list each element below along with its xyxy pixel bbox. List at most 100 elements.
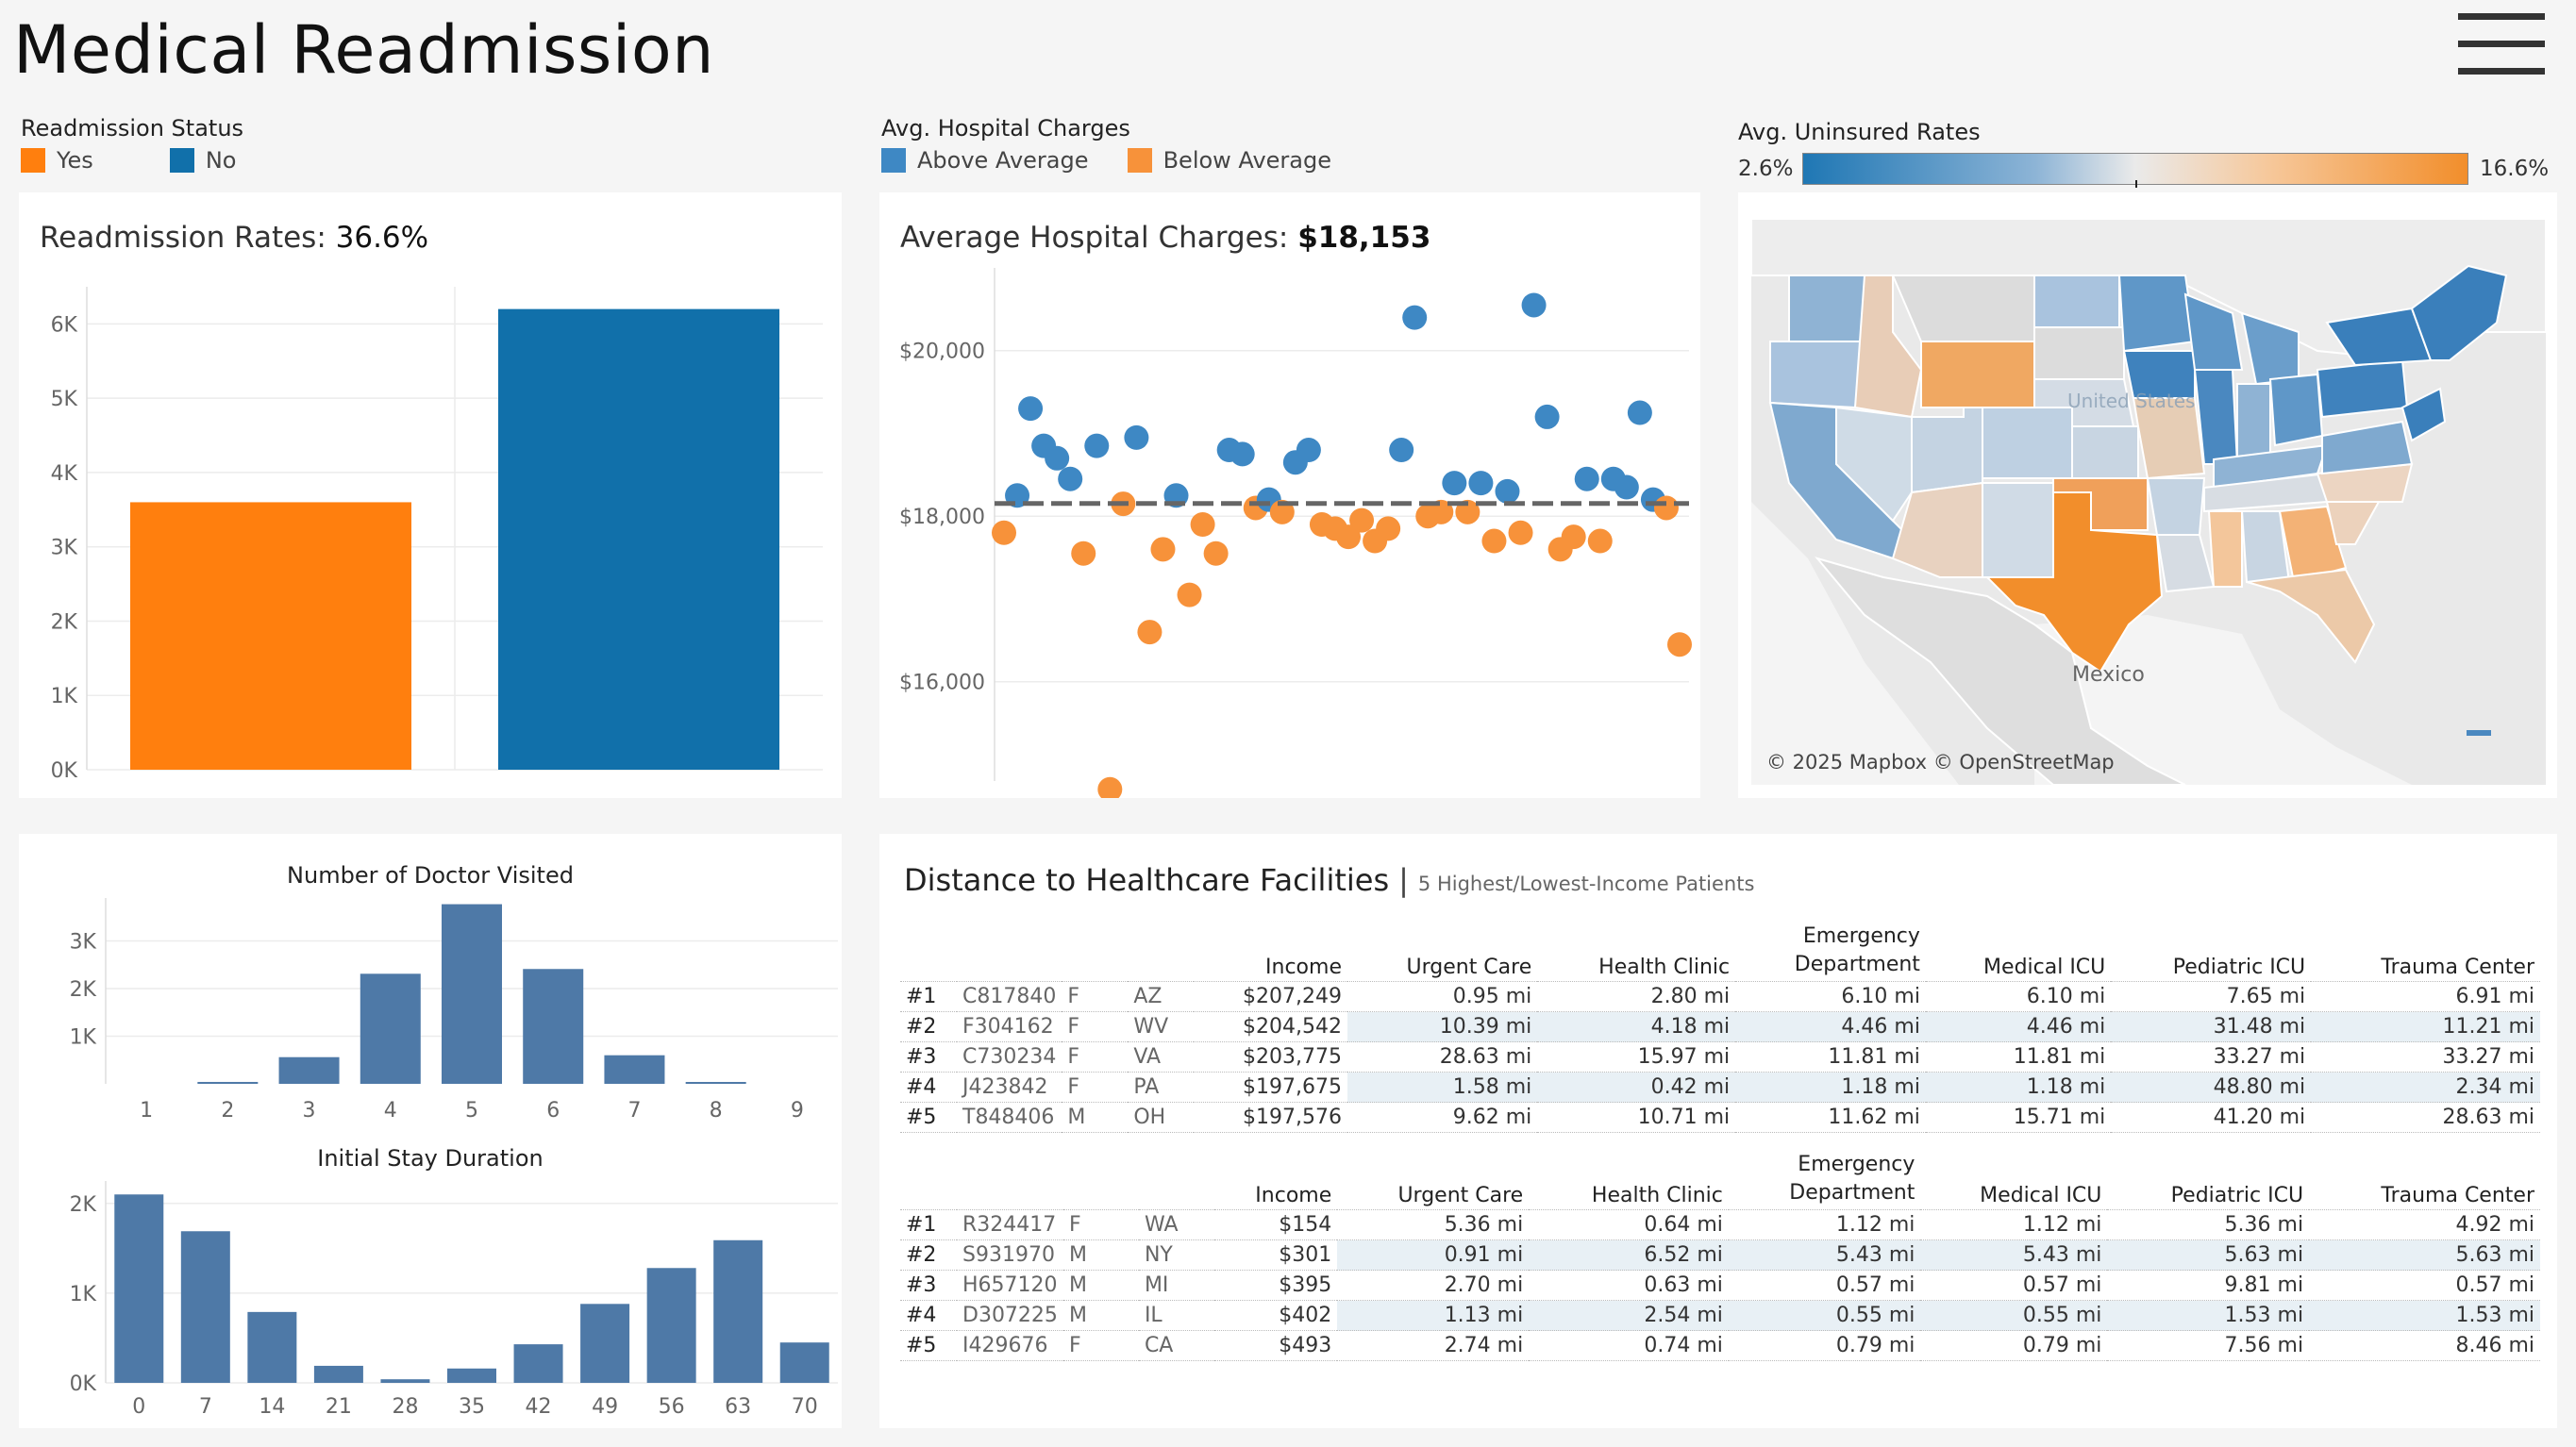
table-row[interactable]: #3 H657120 M MI $395 2.70 mi 0.63 mi 0.57 mi 0.5…	[900, 1270, 2540, 1301]
bar-yes[interactable]	[130, 502, 411, 770]
bar[interactable]	[278, 1056, 340, 1084]
table-row[interactable]: #4 J423842 F PA $197,675 1.58 mi 0.42 mi 1.18 m…	[900, 1072, 2540, 1103]
bar[interactable]	[646, 1268, 696, 1383]
legend-item-no[interactable]: No	[169, 147, 236, 174]
scatter-point[interactable]	[1627, 400, 1652, 425]
bar[interactable]	[685, 1082, 746, 1084]
scatter-point[interactable]	[1614, 474, 1639, 500]
col-emergency-department[interactable]: Emergency Department	[1789, 1153, 1915, 1205]
table-row[interactable]: #2 S931970 M NY $301 0.91 mi 6.52 mi 5.43 mi 5.4…	[900, 1239, 2540, 1271]
table-row[interactable]: #5 I429676 F CA $493 2.74 mi 0.74 mi 0.79 mi 0.7…	[900, 1330, 2540, 1361]
scatter-point[interactable]	[1574, 466, 1599, 491]
col-income[interactable]: Income	[1265, 956, 1342, 979]
scatter-point[interactable]	[1058, 466, 1083, 491]
scatter-point[interactable]	[992, 520, 1016, 545]
col-trauma-center[interactable]: Trauma Center	[2381, 1184, 2534, 1207]
x-tick-label: 6	[546, 1099, 560, 1123]
scatter-point[interactable]	[1190, 512, 1215, 537]
scatter-point[interactable]	[1402, 305, 1428, 330]
bar[interactable]	[779, 1342, 829, 1383]
col-urgent-care[interactable]: Urgent Care	[1397, 1184, 1524, 1207]
bar[interactable]	[313, 1365, 363, 1383]
hamburger-menu-icon[interactable]	[2458, 13, 2545, 77]
bar[interactable]	[513, 1344, 563, 1383]
scatter-point[interactable]	[1124, 424, 1149, 450]
col-medical-icu[interactable]: Medical ICU	[1983, 956, 2106, 979]
scatter-point[interactable]	[1534, 404, 1560, 429]
scatter-point[interactable]	[1269, 499, 1295, 524]
scatter-point[interactable]	[1150, 537, 1176, 562]
col-urgent-care[interactable]: Urgent Care	[1406, 956, 1532, 979]
bar[interactable]	[713, 1239, 763, 1383]
bar[interactable]	[247, 1311, 297, 1383]
scatter-point[interactable]	[1429, 499, 1454, 524]
scatter-point[interactable]	[1349, 507, 1375, 533]
col-health-clinic[interactable]: Health Clinic	[1598, 956, 1731, 979]
legend-item-above-average[interactable]: Above Average	[881, 147, 1089, 174]
scatter-point[interactable]	[1468, 471, 1494, 496]
scatter-point[interactable]	[1071, 541, 1096, 566]
col-medical-icu[interactable]: Medical ICU	[1980, 1184, 2102, 1207]
legend-label-below: Below Average	[1163, 147, 1331, 174]
scatter-point[interactable]	[1177, 582, 1202, 607]
table-row[interactable]: #3 C730234 F VA $203,775 28.63 mi 15.97 mi 11.8…	[900, 1041, 2540, 1073]
scatter-point[interactable]	[1336, 524, 1362, 550]
scatter-point[interactable]	[1587, 528, 1613, 554]
scatter-point[interactable]	[1045, 445, 1070, 471]
bar[interactable]	[442, 904, 502, 1084]
col-income[interactable]: Income	[1255, 1184, 1332, 1207]
legend-item-below-average[interactable]: Below Average	[1127, 147, 1331, 174]
col-pediatric-icu[interactable]: Pediatric ICU	[2172, 956, 2306, 979]
x-tick-label: 42	[526, 1395, 552, 1419]
patient-id-cell: D307225	[957, 1300, 1063, 1331]
bar-no[interactable]	[498, 308, 779, 770]
col-emergency-department[interactable]: Emergency Department	[1794, 924, 1920, 976]
table-row[interactable]: #4 D307225 M IL $402 1.13 mi 2.54 mi 0.55 mi 0.5…	[900, 1300, 2540, 1331]
scatter-point[interactable]	[1229, 441, 1255, 467]
map-attribution[interactable]: © 2025 Mapbox © OpenStreetMap	[1766, 751, 2115, 773]
scatter-point[interactable]	[1376, 516, 1401, 541]
scatter-point[interactable]	[1442, 471, 1467, 496]
scatter-point[interactable]	[1455, 499, 1480, 524]
scatter-point[interactable]	[1667, 632, 1692, 657]
bar[interactable]	[380, 1379, 430, 1383]
col-health-clinic[interactable]: Health Clinic	[1591, 1184, 1723, 1207]
us-choropleth-map[interactable]: Mexico United States	[1751, 219, 2546, 785]
scatter-point[interactable]	[1389, 438, 1414, 463]
scatter-point[interactable]	[1561, 524, 1586, 550]
legend-item-yes[interactable]: Yes	[21, 147, 93, 174]
scatter-point[interactable]	[1653, 495, 1679, 521]
x-tick-label: 63	[725, 1395, 751, 1419]
col-trauma-center[interactable]: Trauma Center	[2381, 956, 2534, 979]
trauma-center-cell: 4.92 mi	[2309, 1209, 2540, 1240]
scatter-point[interactable]	[1521, 292, 1547, 318]
bar[interactable]	[604, 1055, 665, 1084]
sex-cell: F	[1062, 1330, 1139, 1361]
scatter-point[interactable]	[1508, 520, 1533, 545]
table-row[interactable]: #5 T848406 M OH $197,576 9.62 mi 10.71 mi 11.62…	[900, 1102, 2540, 1133]
pediatric-icu-cell: 31.48 mi	[2111, 1011, 2312, 1042]
scatter-point[interactable]	[1296, 438, 1321, 463]
bar[interactable]	[360, 973, 421, 1084]
table-row[interactable]: #1 C817840 F AZ $207,249 0.95 mi 2.80 mi 6.10 m…	[900, 981, 2540, 1012]
y-tick-label: 1K	[51, 685, 78, 708]
scatter-point[interactable]	[1137, 620, 1163, 645]
scatter-point[interactable]	[1495, 478, 1520, 504]
scatter-point[interactable]	[1018, 396, 1044, 422]
pediatric-icu-cell: 41.20 mi	[2111, 1102, 2312, 1133]
bar[interactable]	[180, 1231, 230, 1383]
distance-subtitle: 5 Highest/Lowest-Income Patients	[1417, 873, 1755, 895]
scatter-point[interactable]	[1084, 433, 1110, 458]
bar[interactable]	[523, 969, 584, 1084]
bar[interactable]	[197, 1081, 259, 1084]
col-pediatric-icu[interactable]: Pediatric ICU	[2170, 1184, 2304, 1207]
y-tick-label: 2K	[70, 1193, 97, 1217]
bar[interactable]	[580, 1304, 630, 1383]
bar[interactable]	[114, 1194, 164, 1383]
bar[interactable]	[447, 1368, 496, 1383]
scatter-point[interactable]	[1203, 541, 1229, 566]
scatter-point[interactable]	[1097, 776, 1123, 798]
table-row[interactable]: #1 R324417 F WA $154 5.36 mi 0.64 mi 1.12 mi 1.1…	[900, 1209, 2540, 1240]
scatter-point[interactable]	[1481, 528, 1507, 554]
table-row[interactable]: #2 F304162 F WV $204,542 10.39 mi 4.18 mi 4.46 …	[900, 1011, 2540, 1042]
